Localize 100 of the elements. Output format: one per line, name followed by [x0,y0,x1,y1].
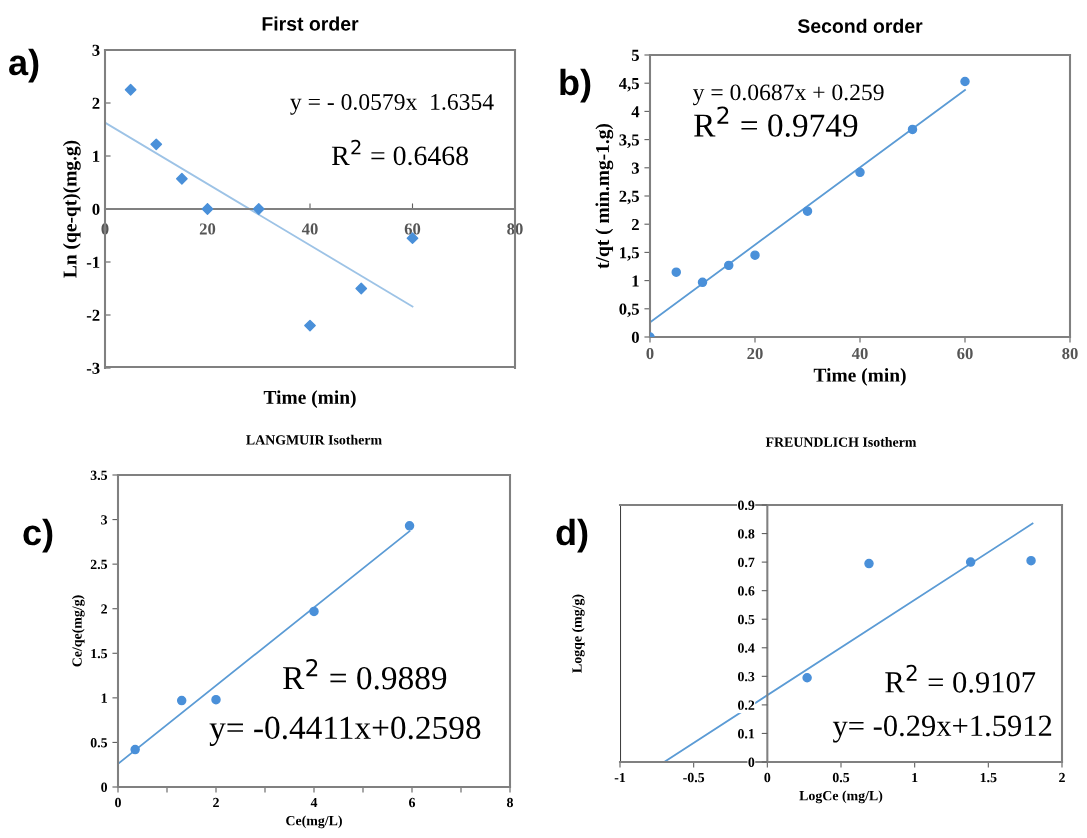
y-tick-label: 1 [632,275,639,287]
point [802,673,812,683]
point [252,203,265,215]
x-tick-label: 0 [115,797,121,808]
annotation: y= -0.29x+1.5912 [832,715,1052,743]
y-tick-label: 0 [748,757,755,767]
x-axis-title: LogCe (mg/L) [799,790,883,804]
y-tick-label: 4,5 [618,78,639,92]
x-tick-label: 80 [1062,347,1078,360]
x-axis-title: Ce(mg/L) [286,815,342,829]
y-tick-label: 4 [631,106,640,118]
x-tick-label: 20 [747,347,763,360]
y-axis-title: t/qt ( min.mg-1.g) [595,123,614,269]
y-tick-label: 0.8 [738,529,755,539]
point [175,172,188,185]
y-tick-label: 1 [101,693,107,703]
y-tick-label: -2 [86,309,100,321]
y-tick-label: 2,5 [619,190,639,205]
text: c) [23,518,53,553]
point [864,558,874,569]
annotation: y= -0.4411x+0.2598 [209,716,481,746]
y-tick-label: 0,5 [619,303,639,318]
y-tick-label: -1 [86,256,100,268]
x-tick-label: 6 [409,797,416,808]
point [150,138,163,151]
point [750,250,760,260]
x-tick-label: 1 [912,772,918,783]
point [404,521,415,531]
y-tick-label: -3 [86,362,100,374]
y-tick-label: 3,5 [619,134,639,148]
chart-title: FREUNDLICH Isotherm [765,437,917,447]
y-tick-label: 0.6 [738,586,755,596]
point [355,282,368,295]
x-axis-title: Time (min) [263,390,356,408]
x-tick-label: 0.5 [832,772,850,783]
point [130,744,140,755]
x-tick-label: 0 [764,772,771,783]
point [304,319,316,332]
y-tick-label: 0.1 [738,729,755,739]
y-axis-title: Ce/qe(mg/g) [71,595,85,667]
y-tick-label: 3 [92,44,100,56]
y-tick-label: 0 [631,331,639,343]
y-tick-label: 0.5 [738,614,755,625]
point [176,695,187,706]
y-tick-label: 0.2 [738,700,755,710]
x-axis-title: Time (min) [813,368,906,386]
text: d) [556,518,588,553]
x-tick-label: 0 [646,347,654,360]
y-axis-title: Logqe (mg/g) [571,594,585,673]
y-tick-label: 0 [92,203,100,215]
y-tick-label: 3 [101,515,108,525]
text: a) [9,48,39,83]
point [201,203,214,215]
point [697,277,708,288]
y-axis-title: Ln (qe-qt)(mg.g) [62,140,81,278]
chart-title: LANGMUIR Isotherm [246,434,382,445]
y-tick-label: 0.9 [738,500,755,511]
x-tick-label: 40 [851,347,868,360]
y-tick-label: 0.4 [738,643,755,653]
annotation: y = - 0.0579x 1.6354 [290,93,494,115]
point [965,557,976,567]
point [309,606,319,617]
annotation: R$^{2}$ = 0.9889 [283,658,447,690]
x-tick-label: 60 [957,347,973,360]
point [724,260,734,271]
y-tick-label: 3 [631,162,640,174]
point [907,124,918,135]
x-tick-label: 20 [199,223,216,235]
point [855,167,865,178]
chart-title: First order [262,16,359,31]
text: b) [560,68,591,103]
point [211,694,221,705]
point [960,76,970,87]
annotation: R$^{2}$ = 0.9749 [694,106,858,137]
x-tick-label: 1.5 [980,772,997,783]
annotation: R$^{2}$ = 0.9107 [885,664,1036,693]
x-tick-label: -0.5 [683,772,705,783]
y-tick-label: 0.7 [738,557,755,568]
point [802,206,813,216]
x-tick-label: 2 [213,797,219,808]
x-tick-label: 40 [301,223,318,235]
y-tick-label: 1,5 [620,247,639,261]
x-tick-label: 60 [404,223,421,235]
annotation: y = 0.0687x + 0.259 [692,84,884,106]
y-tick-label: 2.5 [90,559,108,570]
chart-title: Second order [797,18,923,33]
y-tick-label: 0.5 [90,738,108,748]
y-tick-label: 0 [101,782,108,792]
y-tick-label: 2 [101,604,107,614]
y-tick-label: 3.5 [90,470,108,481]
y-tick-label: 5 [631,49,639,61]
x-tick-label: 8 [506,797,514,808]
y-tick-label: 1 [93,150,100,162]
point [671,267,681,277]
x-tick-label: 4 [310,797,318,808]
point [1026,555,1036,566]
x-tick-label: 2 [1059,772,1065,783]
annotation: R$^{2}$ = 0.6468 [331,139,468,166]
y-tick-label: 2 [92,97,100,109]
y-tick-label: 1.5 [91,648,108,659]
